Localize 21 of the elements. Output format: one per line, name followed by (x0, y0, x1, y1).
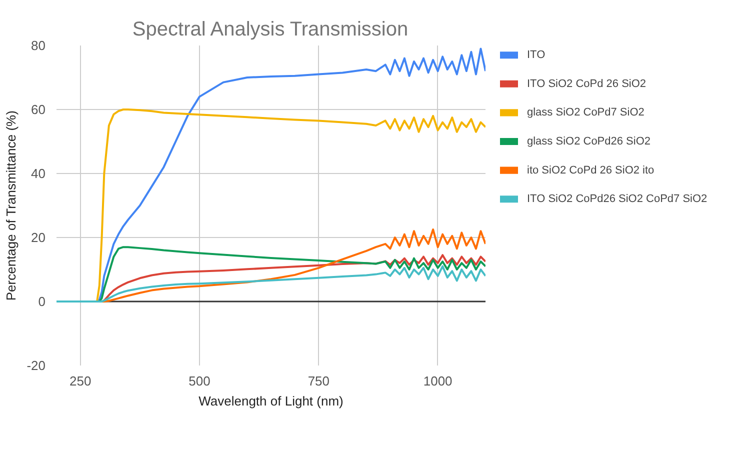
y-tick-label: 20 (31, 230, 46, 245)
y-tick-label: 80 (31, 38, 46, 53)
y-tick-label: 40 (31, 166, 46, 181)
y-tick-label: 0 (38, 294, 46, 309)
legend-label: ITO (527, 49, 546, 62)
line-series (56, 265, 486, 302)
x-tick-label: 250 (69, 374, 92, 388)
legend-label: ITO SiO2 CoPd26 SiO2 CoPd7 SiO2 (527, 193, 708, 206)
legend-label: glass SiO2 CoPd7 SiO2 (527, 106, 644, 119)
legend-label: glass SiO2 CoPd26 SiO2 (527, 136, 651, 148)
line-series (100, 228, 486, 302)
x-tick-label: 750 (308, 374, 330, 388)
x-tick-label: 500 (188, 374, 210, 388)
legend-label: ito SiO2 CoPd 26 SiO2 ito (527, 164, 654, 176)
y-tick-label: 60 (31, 102, 46, 117)
legend-label: ITO SiO2 CoPd 26 SiO2 (527, 78, 646, 90)
x-axis-title: Wavelength of Light (nm) (198, 394, 344, 408)
chart-title: Spectral Analysis Transmission (132, 18, 408, 40)
x-tick-label: 1000 (423, 374, 452, 388)
y-tick-label: -20 (26, 358, 46, 373)
y-axis-title: Percentage of Transmittance (%) (4, 110, 19, 301)
